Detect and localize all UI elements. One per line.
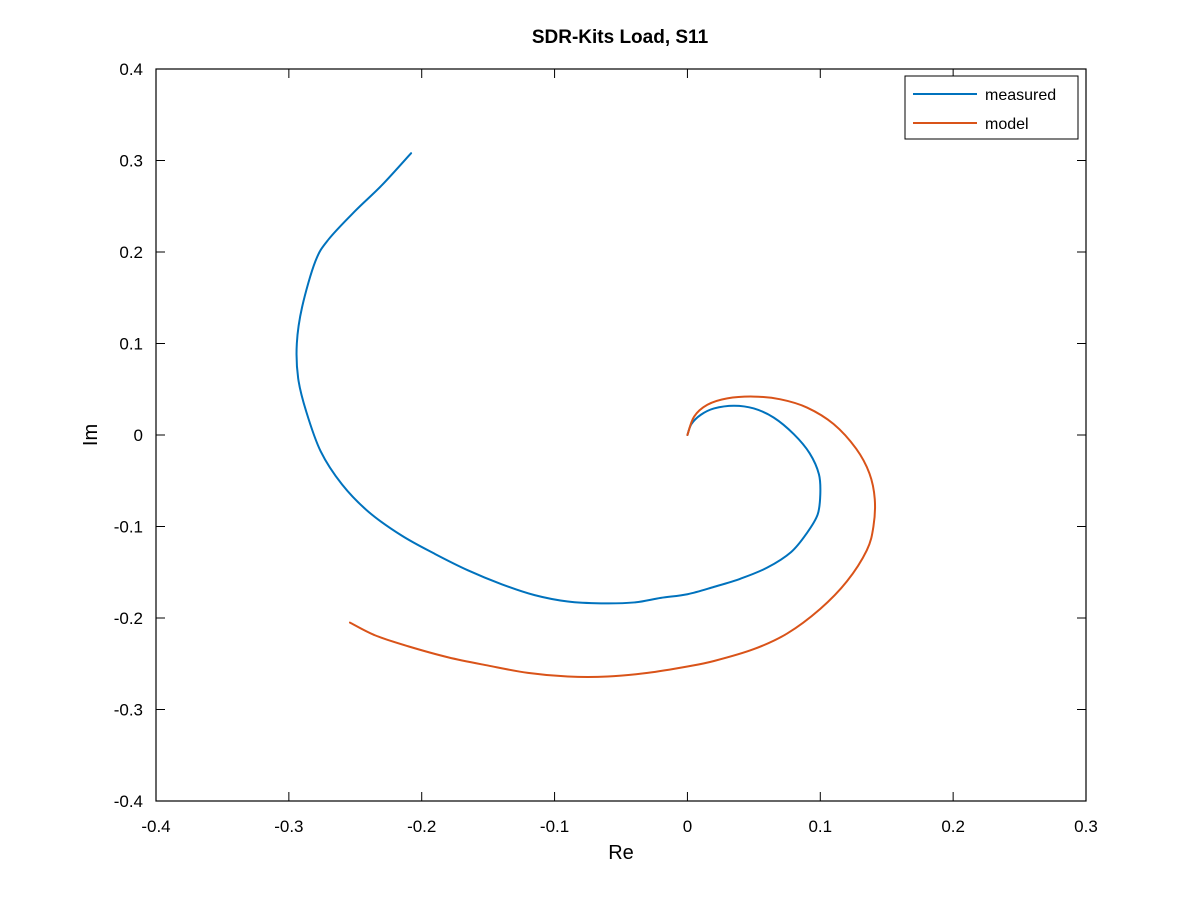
series-line-measured: [295, 152, 822, 605]
x-tick-label: 0: [683, 817, 692, 836]
x-tick-label: 0.2: [941, 817, 965, 836]
x-tick-label: 0.3: [1074, 817, 1098, 836]
ticks: -0.4 -0.3 -0.2 -0.1 0 0.1 0.2 0.3 -0.4 -0.3 -0.2 -0…: [114, 60, 1098, 836]
x-tick-label: -0.3: [274, 817, 303, 836]
legend-label-model: model: [985, 116, 1029, 133]
plot-area: [156, 69, 1086, 801]
y-tick-label: 0.3: [119, 152, 143, 171]
series-line-model: [348, 395, 877, 679]
plot-frame: [155, 68, 1087, 802]
y-tick-label: -0.1: [114, 518, 143, 537]
y-tick-label: -0.4: [114, 792, 143, 811]
legend: measured model: [904, 75, 1079, 140]
x-axis-label: Re: [608, 842, 634, 864]
x-tick-label: -0.1: [540, 817, 569, 836]
y-tick-label: -0.2: [114, 609, 143, 628]
x-tick-label: 0.1: [808, 817, 832, 836]
x-tick-label: -0.2: [407, 817, 436, 836]
y-tick-label: 0.1: [119, 335, 143, 354]
legend-label-measured: measured: [985, 87, 1056, 104]
x-tick-label: -0.4: [141, 817, 170, 836]
y-tick-label: 0.4: [119, 60, 143, 79]
series-group: [295, 152, 877, 679]
y-tick-label: 0: [134, 426, 143, 445]
legend-box: [904, 75, 1079, 140]
chart-title: SDR-Kits Load, S11: [532, 27, 709, 48]
y-axis-label: Im: [80, 424, 102, 446]
y-tick-label: 0.2: [119, 243, 143, 262]
y-tick-label: -0.3: [114, 701, 143, 720]
